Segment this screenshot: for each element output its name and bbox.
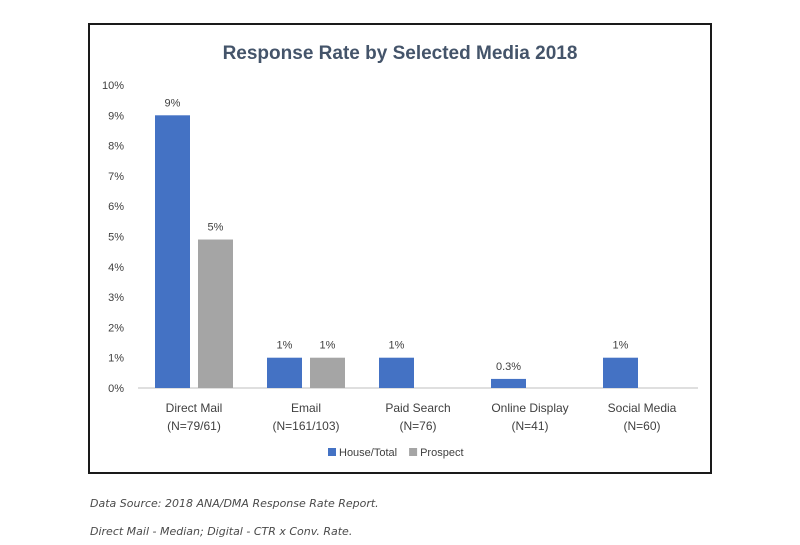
legend: House/Total Prospect: [328, 447, 464, 459]
legend-label: Prospect: [420, 447, 463, 459]
chart-title: Response Rate by Selected Media 2018: [223, 43, 578, 64]
chart-frame: Response Rate by Selected Media 2018 0% 1…: [88, 23, 712, 474]
data-source-note: Data Source: 2018 ANA/DMA Response Rate …: [90, 497, 379, 510]
bar: [155, 115, 190, 389]
category-label: (N=41): [511, 419, 548, 433]
category-label: (N=60): [623, 419, 660, 433]
bar: [603, 357, 638, 388]
chart-svg: Response Rate by Selected Media 2018 0% 1…: [102, 43, 698, 459]
category-label: Paid Search: [385, 401, 450, 415]
category-label: (N=161/103): [272, 419, 339, 433]
data-label: 1%: [277, 340, 293, 352]
y-tick-label: 2%: [108, 322, 124, 334]
legend-label: House/Total: [339, 447, 397, 459]
bars: [155, 115, 638, 389]
bar: [267, 357, 302, 388]
bar: [491, 378, 526, 388]
y-tick-label: 9%: [108, 110, 124, 122]
y-tick-label: 7%: [108, 171, 124, 183]
legend-swatch: [409, 448, 418, 456]
category-label: (N=79/61): [167, 419, 221, 433]
legend-swatch: [328, 448, 336, 456]
data-label: 1%: [613, 340, 629, 352]
y-tick-label: 6%: [108, 201, 124, 213]
bar: [310, 357, 345, 388]
data-label: 5%: [208, 222, 224, 234]
category-label: Direct Mail: [166, 401, 223, 415]
y-tick-label: 8%: [108, 141, 124, 153]
category-labels: Direct Mail (N=79/61) Email (N=161/103) Paid…: [166, 401, 677, 433]
methodology-note: Direct Mail - Median; Digital - CTR x Co…: [90, 525, 353, 538]
bar: [379, 357, 414, 388]
y-tick-label: 0%: [108, 383, 124, 395]
y-axis-ticks: 0% 1% 2% 3% 4% 5% 6% 7% 8% 9% 10%: [102, 80, 124, 395]
data-label: 9%: [165, 97, 181, 109]
y-tick-label: 4%: [108, 262, 124, 274]
data-label: 1%: [320, 340, 336, 352]
category-label: (N=76): [399, 419, 436, 433]
y-tick-label: 1%: [108, 353, 124, 365]
y-tick-label: 3%: [108, 292, 124, 304]
data-label: 1%: [389, 340, 405, 352]
category-label: Social Media: [608, 401, 677, 415]
data-label: 0.3%: [496, 361, 521, 373]
bar: [198, 239, 233, 388]
y-tick-label: 5%: [108, 232, 124, 244]
data-labels: 9% 5% 1% 1% 1% 0.3% 1%: [165, 97, 629, 373]
category-label: Online Display: [491, 401, 568, 415]
y-tick-label: 10%: [102, 80, 124, 92]
category-label: Email: [291, 401, 321, 415]
